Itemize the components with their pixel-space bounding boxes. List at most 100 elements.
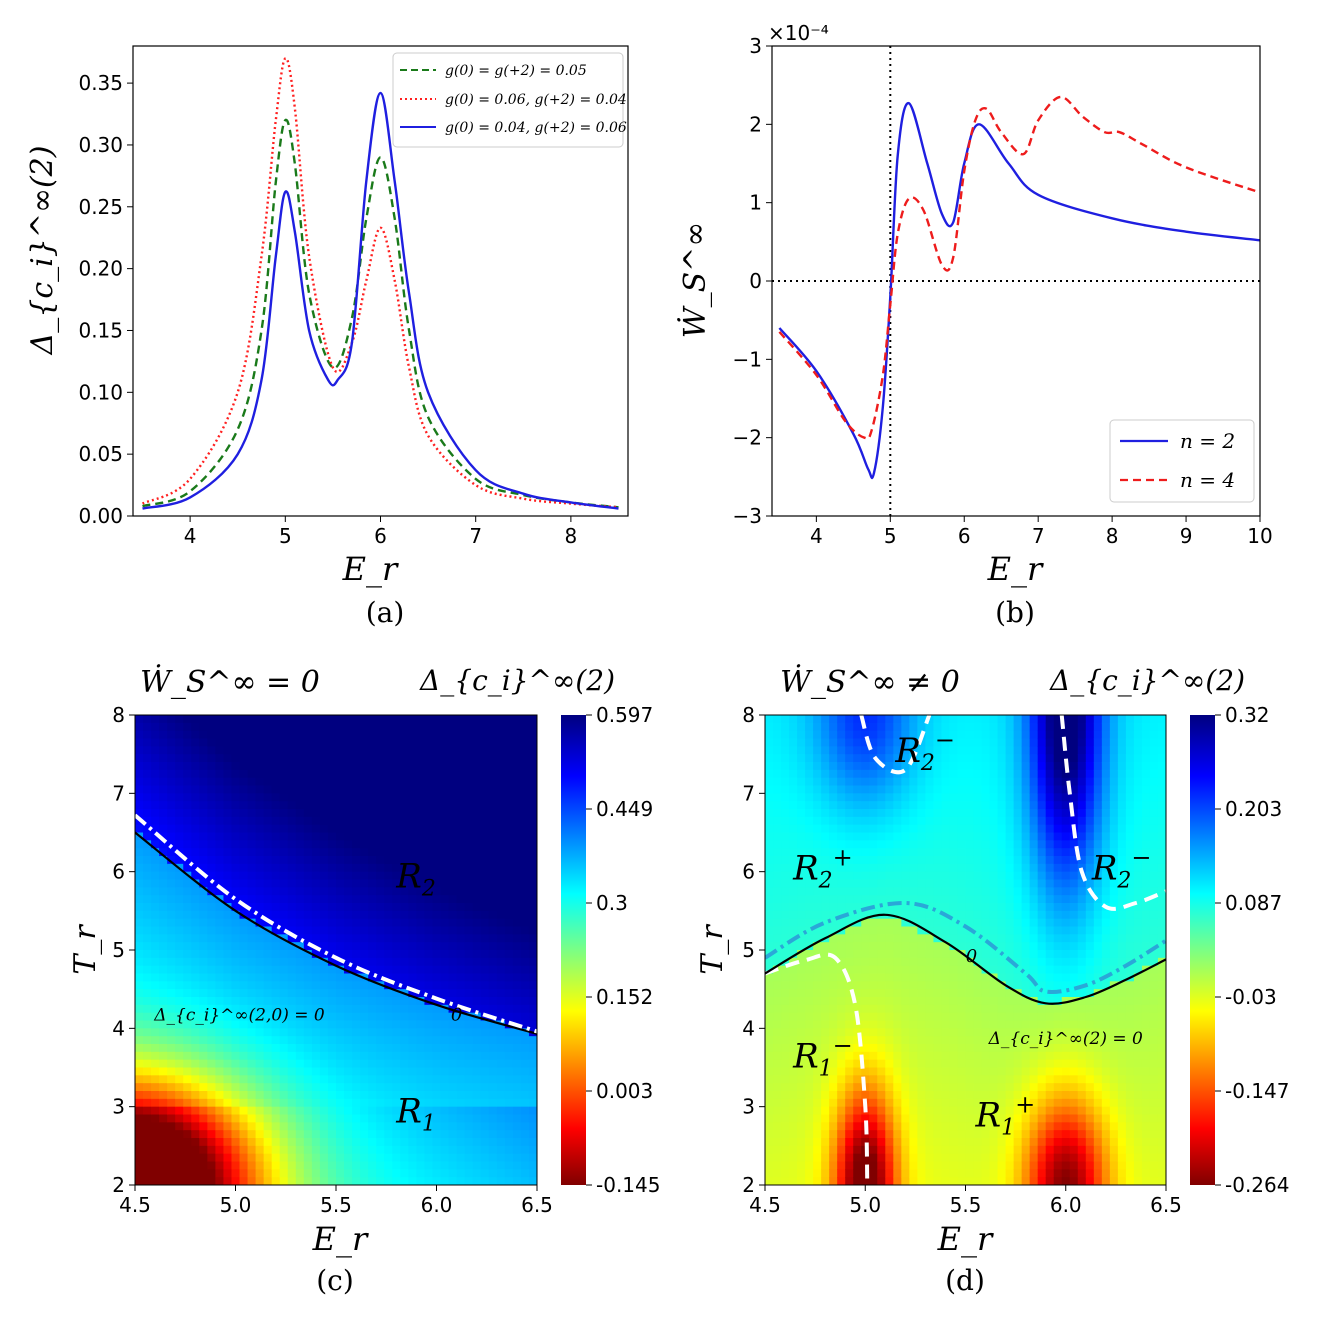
heatmap-cell	[877, 816, 886, 826]
heatmap-cell	[869, 997, 878, 1006]
heatmap-cell	[925, 879, 935, 888]
heatmap-cell	[520, 754, 530, 763]
heatmap-cell	[893, 1083, 902, 1092]
heatmap-cell	[344, 926, 353, 935]
heatmap-cell	[456, 722, 466, 732]
heatmap-cell	[207, 1177, 216, 1185]
heatmap-cell	[287, 1130, 297, 1139]
heatmap-cell	[384, 1036, 393, 1045]
heatmap-cell	[797, 1067, 806, 1076]
heatmap-cell	[432, 856, 442, 865]
heatmap-cell	[352, 809, 361, 818]
heatmap-cell	[456, 903, 466, 912]
heatmap-cell	[239, 973, 249, 982]
heatmap-cell	[303, 824, 313, 834]
heatmap-cell	[512, 754, 522, 763]
heatmap-cell	[287, 918, 297, 928]
heatmap-cell	[167, 918, 176, 928]
heatmap-cell	[949, 973, 959, 982]
heatmap-cell	[287, 910, 297, 920]
heatmap-cell	[480, 965, 490, 975]
heatmap-cell	[472, 895, 482, 904]
heatmap-cell	[255, 738, 265, 747]
heatmap-cell	[933, 879, 943, 888]
heatmap-cell	[813, 801, 822, 810]
heatmap-cell	[861, 1075, 870, 1084]
heatmap-cell	[135, 871, 144, 881]
heatmap-cell	[901, 887, 910, 896]
heatmap-cell	[199, 1106, 208, 1116]
heatmap-cell	[789, 981, 798, 990]
heatmap-cell	[773, 738, 782, 747]
heatmap-cell	[845, 1122, 854, 1131]
heatmap-cell	[520, 816, 530, 826]
heatmap-cell	[765, 746, 774, 755]
heatmap-cell	[949, 903, 959, 912]
heatmap-cell	[159, 809, 168, 818]
heatmap-cell	[319, 856, 329, 865]
heatmap-cell	[416, 824, 426, 834]
heatmap-cell	[464, 1044, 474, 1053]
heatmap-cell	[303, 871, 313, 881]
heatmap-cell	[159, 934, 168, 943]
heatmap-cell	[893, 1153, 902, 1163]
heatmap-cell	[247, 793, 257, 802]
heatmap-cell	[183, 785, 192, 794]
heatmap-cell	[797, 1051, 806, 1061]
heatmap-cell	[376, 942, 385, 951]
heatmap-cell	[520, 738, 530, 747]
heatmap-cell	[263, 1028, 273, 1037]
heatmap-cell	[368, 1138, 377, 1147]
heatmap-cell	[408, 754, 417, 763]
heatmap-cell	[917, 832, 926, 841]
heatmap-cell	[215, 871, 225, 881]
heatmap-cell	[496, 879, 506, 888]
heatmap-cell	[311, 715, 321, 724]
heatmap-cell	[456, 715, 466, 724]
heatmap-cell	[472, 1153, 482, 1163]
heatmap-cell	[488, 887, 498, 896]
heatmap-cell	[933, 1153, 943, 1163]
heatmap-cell	[311, 1169, 321, 1178]
heatmap-cell	[965, 934, 975, 943]
heatmap-cell	[432, 793, 442, 802]
heatmap-cell	[853, 832, 862, 841]
heatmap-cell	[765, 1106, 774, 1116]
heatmap-cell	[877, 895, 886, 904]
heatmap-cell	[837, 997, 846, 1006]
heatmap-cell	[344, 981, 353, 990]
heatmap-cell	[319, 1075, 329, 1084]
heatmap-cell	[247, 1067, 257, 1076]
heatmap-cell	[319, 746, 329, 755]
heatmap-cell	[853, 989, 862, 998]
heatmap-cell	[488, 1091, 498, 1100]
heatmap-cell	[821, 1106, 830, 1116]
heatmap-cell	[191, 1145, 200, 1155]
heatmap-cell	[247, 910, 257, 920]
heatmap-cell	[805, 918, 814, 928]
heatmap-cell	[159, 1122, 168, 1131]
heatmap-cell	[480, 848, 490, 857]
heatmap-cell	[151, 981, 160, 990]
heatmap-cell	[472, 981, 482, 990]
heatmap-cell	[143, 1051, 152, 1061]
heatmap-cell	[781, 738, 790, 747]
heatmap-cell	[255, 1012, 265, 1022]
heatmap-cell	[199, 1083, 208, 1092]
heatmap-cell	[901, 910, 910, 920]
heatmap-cell	[520, 832, 530, 841]
heatmap-cell	[861, 1036, 870, 1045]
heatmap-cell	[199, 1075, 208, 1084]
heatmap-cell	[901, 738, 910, 747]
heatmap-cell	[933, 769, 943, 779]
heatmap-cell	[797, 863, 806, 873]
heatmap-cell	[384, 1145, 393, 1155]
heatmap-cell	[295, 816, 305, 826]
heatmap-cell	[303, 1153, 313, 1163]
heatmap-cell	[773, 809, 782, 818]
heatmap-cell	[223, 934, 233, 943]
heatmap-cell	[520, 1067, 530, 1076]
heatmap-cell	[287, 801, 297, 810]
heatmap-cell	[909, 1020, 918, 1029]
heatmap-cell	[223, 1130, 233, 1139]
